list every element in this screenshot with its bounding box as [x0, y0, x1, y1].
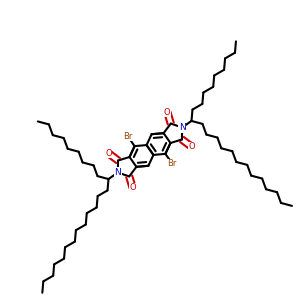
Text: O: O	[188, 142, 195, 151]
Text: N: N	[179, 123, 185, 132]
Text: O: O	[105, 149, 112, 158]
Text: O: O	[129, 183, 136, 192]
Text: N: N	[115, 168, 121, 177]
Text: Br: Br	[123, 132, 132, 141]
Text: O: O	[164, 108, 171, 117]
Text: Br: Br	[168, 159, 177, 168]
